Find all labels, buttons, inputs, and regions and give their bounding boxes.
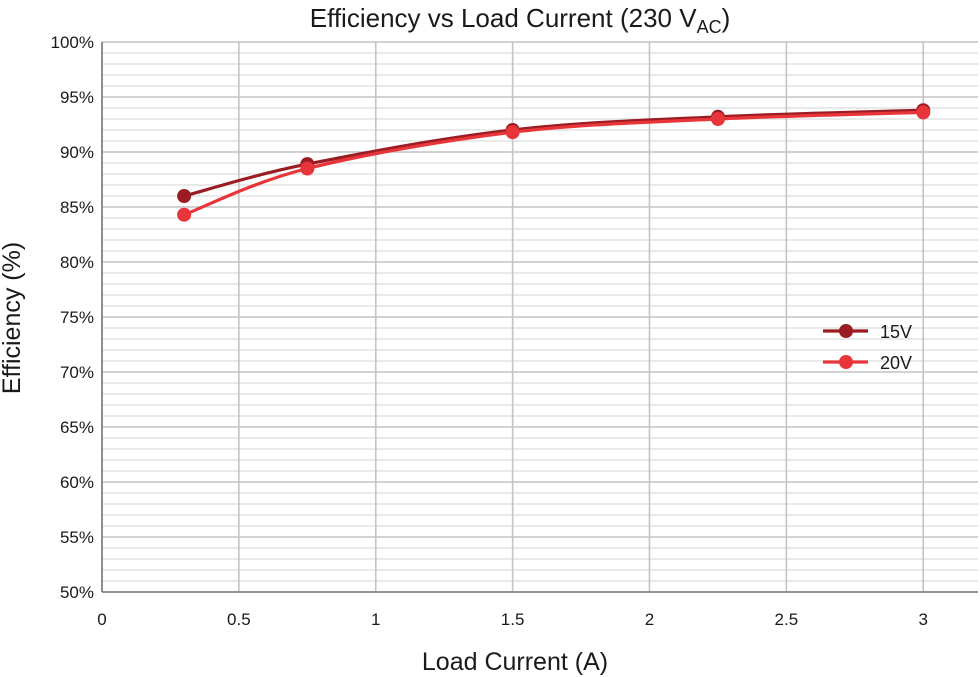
data-point-20v (177, 207, 192, 222)
x-tick-label: 0.5 (227, 610, 251, 629)
x-tick-label: 0 (97, 610, 106, 629)
legend-label-15v: 15V (880, 322, 912, 342)
y-axis-title: Efficiency (%) (0, 242, 26, 394)
y-tick-label: 65% (60, 418, 94, 437)
x-axis-title: Load Current (A) (422, 648, 608, 676)
data-point-20v (710, 112, 725, 126)
y-tick-label: 70% (60, 363, 94, 382)
x-tick-label: 1 (371, 610, 380, 629)
chart-title: Efficiency vs Load Current (230 VAC) (310, 3, 731, 37)
axes (101, 42, 978, 593)
y-tick-label: 95% (60, 88, 94, 107)
x-tick-label: 1.5 (501, 610, 525, 629)
legend: 15V 20V (823, 322, 912, 373)
x-tick-label: 2.5 (775, 610, 799, 629)
series-line-15v (183, 108, 924, 198)
y-tick-label: 55% (60, 528, 94, 547)
legend-marker-15v (839, 324, 853, 338)
y-tick-label: 100% (51, 33, 94, 52)
tick-labels: 50% 55% 60% 65% 70% 75% 80% 85% 90% 95% 100% 0 0.5 1 1… (51, 33, 928, 629)
legend-label-20v: 20V (880, 353, 912, 373)
data-point-15v (177, 189, 192, 203)
grid (101, 41, 978, 593)
y-tick-label: 90% (60, 143, 94, 162)
y-tick-label: 50% (60, 583, 94, 602)
data-point-20v (505, 125, 520, 140)
data-point-20v (916, 105, 931, 120)
x-tick-label: 2 (645, 610, 654, 629)
y-tick-label: 75% (60, 308, 94, 327)
data-point-20v (300, 161, 315, 176)
y-tick-label: 85% (60, 198, 94, 217)
y-tick-label: 60% (60, 473, 94, 492)
legend-marker-20v (839, 355, 853, 369)
series-layer (177, 103, 931, 222)
y-tick-label: 80% (60, 253, 94, 272)
x-tick-label: 3 (919, 610, 928, 629)
